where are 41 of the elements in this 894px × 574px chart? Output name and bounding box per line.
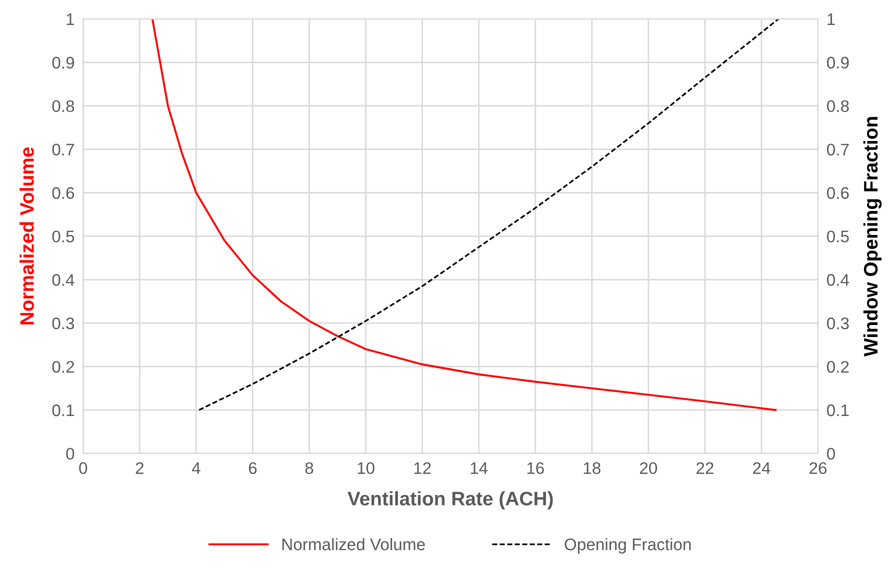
x-tick-label: 18: [584, 462, 600, 474]
y2-tick-label: 0.7: [826, 144, 849, 156]
y-tick-label: 0: [66, 448, 74, 460]
y2-tick-label: 0.5: [826, 230, 849, 242]
x-tick-label: 16: [527, 462, 544, 474]
y2-tick-label: 0.8: [826, 100, 849, 112]
y2-tick-label: 0: [826, 448, 835, 460]
y-tick-label: 0.5: [52, 230, 74, 242]
y2-tick-label: 0.9: [826, 56, 849, 69]
y-tick-label: 1: [66, 14, 74, 25]
y-tick-label: 0.2: [52, 360, 74, 373]
y-tick-label: 0.6: [52, 187, 74, 199]
y2-tick-label: 0.3: [826, 318, 849, 330]
y2-tick-label: 0.2: [826, 360, 849, 373]
x-tick-label: 20: [640, 462, 658, 474]
x-tick-label: 10: [358, 462, 374, 474]
legend-label: Opening Fraction: [564, 538, 691, 554]
y2-tick-label: 0.6: [826, 187, 849, 199]
x-tick-label: 22: [696, 462, 714, 474]
x-axis-title: Ventilation Rate (ACH): [348, 491, 553, 510]
x-tick-label: 2: [136, 462, 144, 474]
y-tick-label: 0.4: [52, 274, 74, 286]
y-tick-label: 0.9: [52, 56, 74, 69]
y-tick-label: 0.3: [52, 318, 74, 330]
x-tick-label: 4: [192, 462, 200, 474]
y2-tick-label: 1: [828, 14, 835, 25]
x-tick-label: 14: [470, 462, 488, 474]
legend-label: Normalized Volume: [282, 538, 425, 550]
y-axis-title: Normalized Volume: [20, 147, 34, 324]
x-tick-label: 12: [414, 462, 431, 474]
x-tick-label: 24: [753, 462, 770, 474]
y2-axis-title: Window Opening Fraction: [863, 117, 882, 357]
y2-tick-label: 0.1: [826, 404, 849, 416]
x-tick-label: 0: [79, 462, 88, 474]
x-tick-label: 8: [305, 462, 314, 474]
y2-tick-label: 0.4: [826, 274, 850, 286]
x-tick-label: 26: [810, 462, 827, 474]
y-tick-label: 0.8: [52, 100, 74, 112]
y-tick-label: 0.1: [52, 404, 74, 416]
y-tick-label: 0.7: [52, 144, 74, 156]
x-tick-label: 6: [248, 462, 257, 474]
